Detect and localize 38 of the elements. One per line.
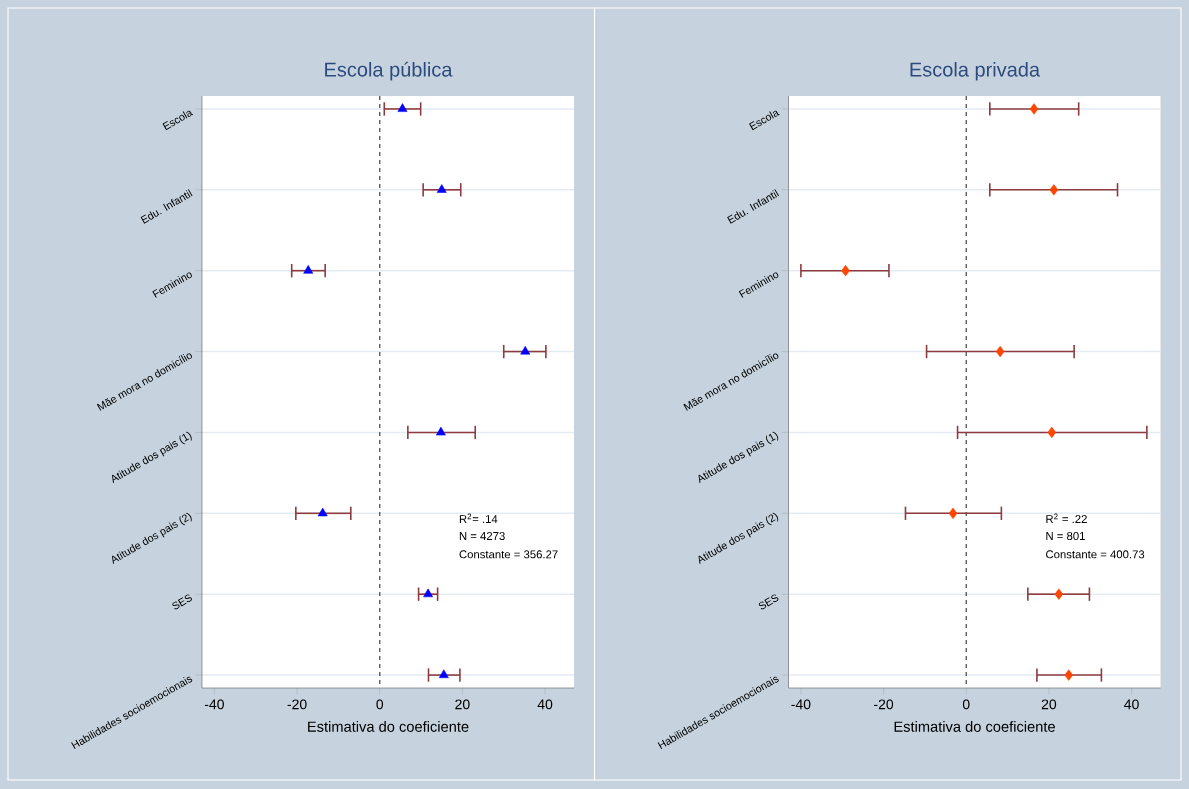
x-tick-label: 20 [1041,699,1057,710]
x-axis-title: Estimativa do coeficiente [894,721,1055,732]
x-tick-label: 0 [376,699,384,710]
annotation: Constante = 400.73 [1046,550,1145,559]
x-tick-label: 0 [962,699,970,710]
point [1029,103,1039,115]
point [1054,588,1064,600]
annotation: R$^{2}$ = .22 [1046,513,1087,523]
point [1047,426,1057,439]
point [1064,669,1074,681]
point [841,265,850,277]
point [303,265,314,274]
point [436,184,447,193]
point [438,669,449,678]
point [520,345,531,355]
point [397,103,408,112]
point [995,345,1005,358]
chart-title: Escola pública [325,61,453,81]
point [1049,184,1059,196]
annotation: N = 4273 [459,531,505,540]
y-tick-label: SES [758,594,779,610]
x-tick-label: -40 [204,699,224,710]
x-tick-label: -20 [874,699,894,710]
x-tick-label: -40 [791,699,811,710]
x-tick-label: -20 [287,699,307,710]
x-tick-label: 40 [1124,699,1139,710]
x-axis-title: Estimativa do coeficiente [308,721,469,732]
point [317,507,328,517]
annotation: R$^{2}$= .14 [459,513,498,523]
y-tick-label: SES [172,594,192,610]
x-tick-label: 20 [455,699,470,710]
point [436,426,446,436]
point [948,507,958,519]
annotation: N = 801 [1046,531,1085,540]
chart-title: Escola privada [910,61,1041,81]
annotation: Constante = 356.27 [459,550,558,559]
x-tick-label: 40 [537,699,553,710]
point [423,588,433,598]
